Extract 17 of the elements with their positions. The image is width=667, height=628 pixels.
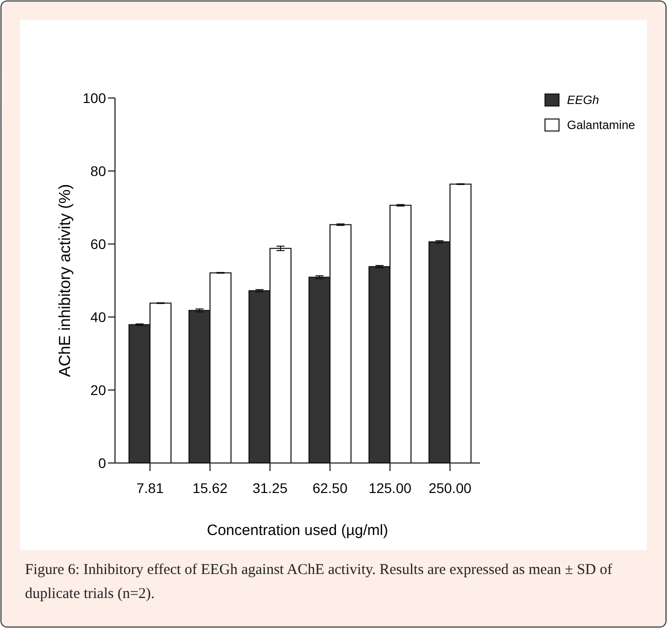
- y-tick-label: 80: [90, 162, 106, 179]
- y-tick-label: 60: [90, 236, 106, 252]
- caption: Figure 6: Inhibitory effect of EEGh against AChE activity. Results are expressed as mean ± SD of duplicate trials (n=2).: [25, 561, 614, 604]
- x-axis-title: Concentration used (µg/ml): [206, 522, 388, 539]
- x-tick-label: 7.81: [136, 480, 164, 496]
- x-tick-label: 62.50: [312, 480, 348, 496]
- x-tick-label: 250.00: [428, 480, 472, 496]
- y-axis-title: AChE inhibitory activity (%): [57, 184, 74, 377]
- legend-label: EEGh: [567, 93, 600, 108]
- x-tick-label: 15.62: [192, 480, 228, 496]
- x-tick-label: 31.25: [252, 480, 288, 496]
- x-tick-label: 125.00: [368, 480, 412, 496]
- y-tick-label: 20: [90, 382, 106, 398]
- y-tick-label: 0: [98, 454, 106, 471]
- y-tick-label: 40: [90, 308, 106, 325]
- y-tick-label: 100: [82, 90, 106, 106]
- legend-label: Galantamine: [567, 118, 636, 132]
